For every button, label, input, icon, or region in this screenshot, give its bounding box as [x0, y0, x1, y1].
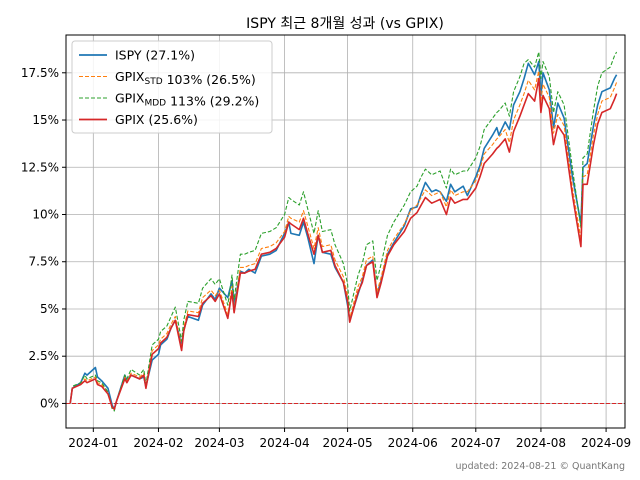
x-tick-label: 2024-09	[581, 436, 631, 450]
legend-label-2: GPIXMDD 113% (29.2%)	[115, 91, 259, 109]
x-tick-label: 2024-07	[451, 436, 501, 450]
x-tick-label: 2024-02	[133, 436, 183, 450]
x-tick-label: 2024-03	[194, 436, 244, 450]
y-tick-label: 5%	[40, 302, 59, 316]
x-axis: 2024-01 2024-02 2024-03 2024-04 2024-05 2024-…	[68, 428, 631, 450]
y-tick-label: 12.5%	[21, 160, 59, 174]
y-tick-label: 7.5%	[29, 255, 60, 269]
x-tick-label: 2024-05	[323, 436, 373, 450]
x-tick-label: 2024-01	[68, 436, 118, 450]
series-line-3	[69, 77, 618, 410]
x-tick-label: 2024-04	[259, 436, 309, 450]
footer-credit: updated: 2024-08-21 © QuantKang	[456, 461, 625, 472]
y-tick-label: 15%	[32, 113, 59, 127]
legend-label-3: GPIX (25.6%)	[115, 112, 198, 127]
x-tick-label: 2024-08	[516, 436, 566, 450]
legend-label-0: ISPY (27.1%)	[115, 48, 195, 63]
y-axis: 0% 2.5% 5% 7.5% 10% 12.5% 15% 17.5%	[21, 66, 66, 410]
y-tick-label: 10%	[32, 207, 59, 221]
y-tick-label: 2.5%	[29, 349, 60, 363]
legend: ISPY (27.1%) GPIXSTD 103% (26.5%) GPIXMDD …	[71, 40, 273, 134]
series-line-2	[69, 51, 618, 412]
series-group	[69, 51, 618, 412]
y-tick-label: 0%	[40, 396, 59, 410]
x-tick-label: 2024-06	[388, 436, 438, 450]
plot-frame	[65, 34, 626, 429]
legend-box	[71, 40, 273, 134]
legend-label-1: GPIXSTD 103% (26.5%)	[115, 69, 256, 87]
chart-title: ISPY 최근 8개월 성과 (vs GPIX)	[246, 16, 444, 32]
y-tick-label: 17.5%	[21, 66, 59, 80]
